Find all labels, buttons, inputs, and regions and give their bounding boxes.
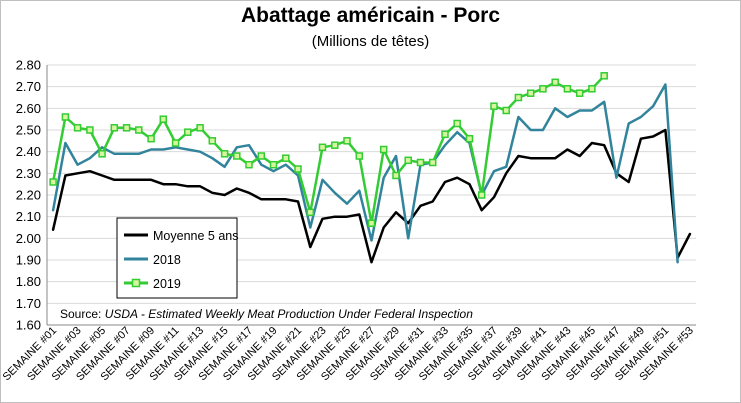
data-point — [98, 150, 106, 158]
data-point — [294, 165, 302, 173]
data-point — [184, 128, 192, 136]
data-point — [135, 126, 143, 134]
data-point — [220, 150, 229, 158]
data-point — [392, 171, 400, 180]
data-point — [551, 78, 559, 87]
data-point — [49, 178, 57, 186]
y-axis: 1.60 1.70 1.80 1.90 2.00 2.10 2.20 2.30 2.40 2.50… — [16, 58, 48, 333]
series-line-1 — [51, 83, 679, 264]
source-text: USDA - Estimated Weekly Meat Production … — [105, 307, 473, 321]
data-point — [61, 113, 70, 121]
source-note: Source: USDA - Estimated Weekly Meat Pro… — [60, 307, 473, 321]
data-point — [318, 143, 327, 152]
y-tick-label: 1.80 — [16, 274, 41, 289]
legend-label-2018: 2018 — [153, 253, 181, 267]
y-tick-label: 1.90 — [16, 253, 41, 268]
data-point — [404, 156, 412, 165]
chart-subtitle: (Millions de têtes) — [311, 33, 430, 50]
y-tick-label: 2.40 — [16, 144, 41, 159]
data-point — [477, 191, 486, 199]
data-point — [171, 139, 180, 147]
y-tick-label: 2.20 — [16, 188, 41, 203]
series-lines — [49, 72, 692, 264]
data-point — [441, 130, 449, 139]
y-tick-label: 2.70 — [16, 79, 41, 94]
y-tick-label: 2.00 — [16, 231, 41, 246]
y-tick-label: 2.30 — [16, 166, 41, 181]
y-tick-label: 2.50 — [16, 123, 41, 138]
data-point — [588, 85, 596, 93]
data-point — [379, 145, 388, 154]
data-point — [196, 124, 204, 132]
data-point — [233, 152, 241, 160]
data-point — [416, 158, 425, 167]
data-point — [73, 124, 82, 132]
data-point — [257, 152, 266, 160]
data-point — [159, 115, 168, 123]
data-point — [502, 106, 510, 115]
data-point — [282, 154, 290, 162]
data-point — [331, 141, 339, 149]
chart-title: Abattage américain - Porc — [240, 4, 501, 27]
y-tick-label: 1.60 — [16, 318, 41, 333]
data-point — [453, 119, 461, 128]
y-tick-label: 2.60 — [16, 101, 41, 116]
data-point — [575, 89, 584, 97]
data-point — [539, 85, 547, 93]
y-tick-label: 2.80 — [16, 58, 41, 73]
data-point — [465, 134, 474, 143]
data-point — [526, 89, 535, 97]
data-point — [600, 72, 608, 80]
data-point — [245, 160, 253, 169]
source-prefix: Source: — [60, 307, 105, 321]
legend-label-2019: 2019 — [153, 277, 181, 291]
data-point — [306, 208, 315, 217]
y-tick-label: 1.70 — [16, 296, 41, 311]
data-point — [147, 134, 155, 143]
data-point — [122, 124, 131, 132]
data-point — [514, 93, 523, 102]
legend-label-moyenne: Moyenne 5 ans — [153, 229, 238, 243]
data-point — [269, 160, 278, 169]
data-point — [490, 102, 498, 110]
data-point — [86, 126, 94, 134]
legend-marker-2019 — [131, 278, 141, 288]
data-point — [428, 158, 437, 167]
data-point — [355, 152, 364, 160]
data-point — [110, 124, 119, 132]
data-point — [563, 85, 572, 93]
legend: Moyenne 5 ans 2018 2019 — [116, 217, 238, 299]
data-point — [208, 137, 217, 145]
data-point — [343, 137, 351, 145]
y-tick-label: 2.10 — [16, 209, 41, 224]
series-line-2 — [51, 74, 606, 225]
data-point — [367, 219, 376, 227]
series-line-0 — [51, 128, 692, 264]
